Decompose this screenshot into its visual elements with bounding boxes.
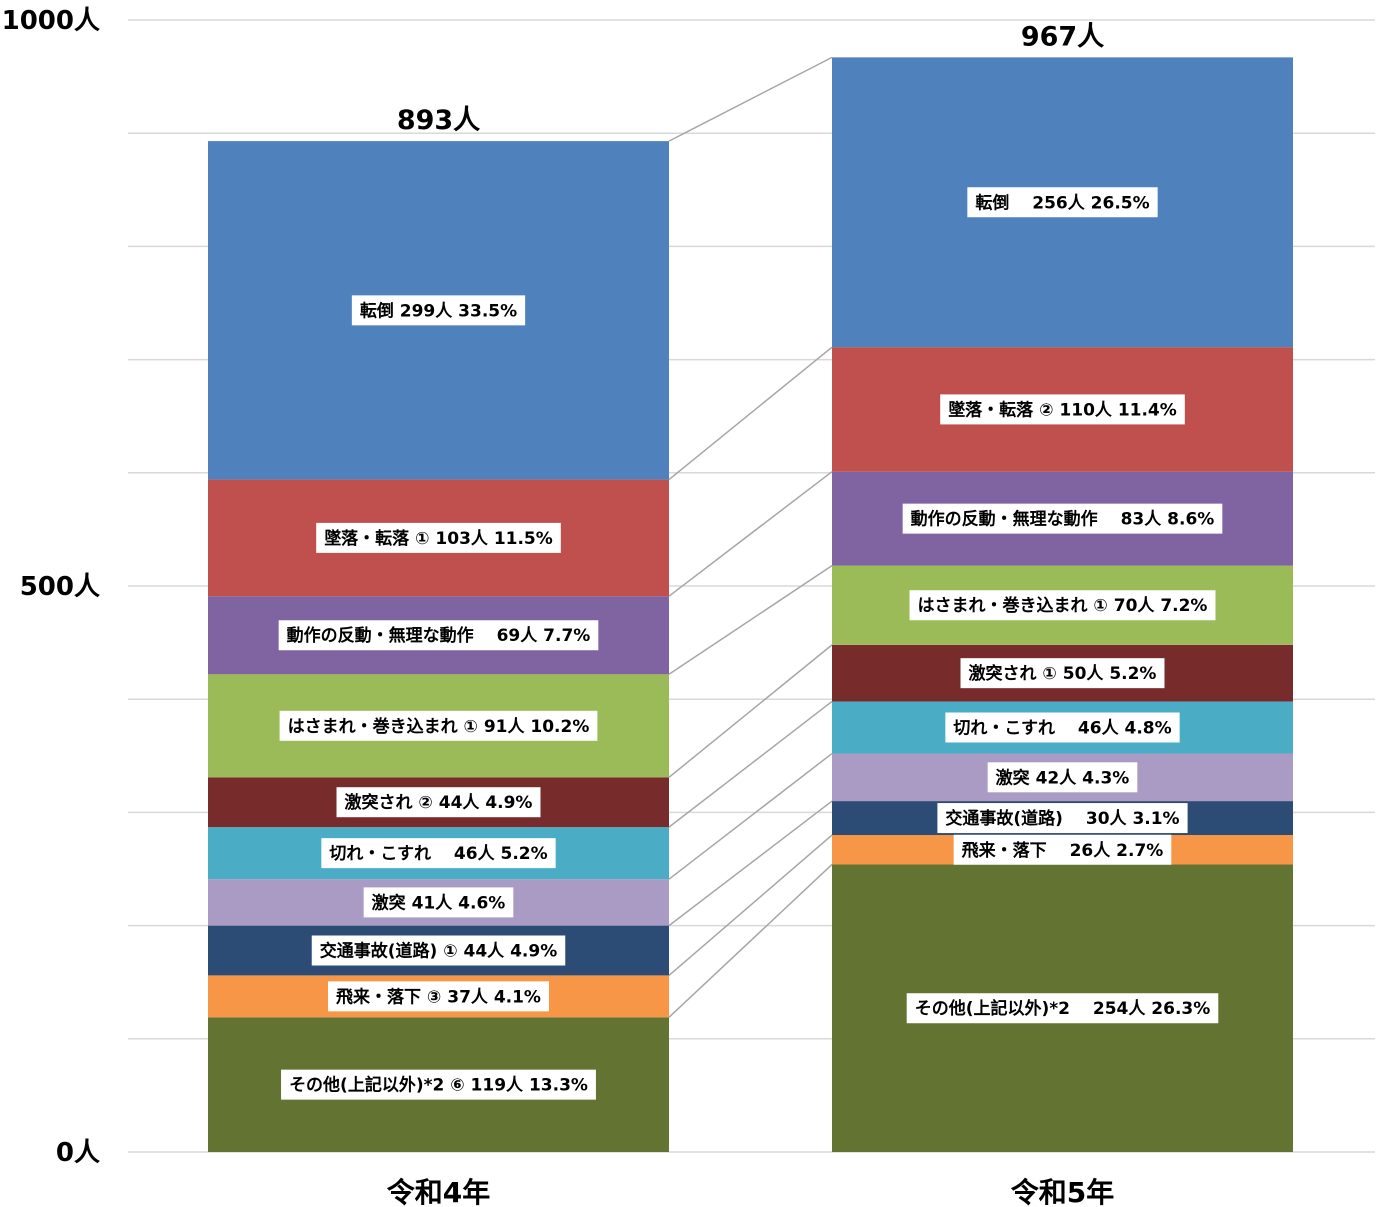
connector-2 [668,800,833,927]
data-label-box [351,295,526,326]
data-label-group: 動作の反動・無理な動作 83人 8.6% [902,503,1223,534]
data-label-box [336,787,541,818]
x-tick-label: 令和4年 [387,1176,490,1207]
data-label: 動作の反動・無理な動作 69人 7.7% [287,625,591,646]
data-label: 切れ・こすれ 46人 5.2% [329,844,547,864]
data-label-group: はさまれ・巻き込まれ ① 91人 10.2% [279,710,598,741]
connector-5 [668,644,833,778]
data-label-box [278,620,599,651]
connector-3 [668,752,833,880]
data-label-group: 動作の反動・無理な動作 69人 7.7% [278,620,599,651]
data-label-box [945,712,1180,743]
data-label-box [316,522,561,553]
data-label: その他(上記以外)*2 ⑥ 119人 13.3% [289,1075,588,1096]
data-label: 飛来・落下 26人 2.7% [961,840,1164,861]
data-label-group: 激突され ② 44人 4.9% [336,787,541,818]
data-label-box [328,981,549,1012]
data-label-group: 激突され ① 50人 5.2% [960,658,1165,689]
data-label-box [281,1069,596,1100]
data-label: 切れ・こすれ 46人 4.8% [953,719,1171,739]
data-label: 動作の反動・無理な動作 83人 8.6% [911,509,1215,530]
y-tick-label: 500人 [20,572,100,602]
data-label-group: 飛来・落下 ③ 37人 4.1% [328,981,549,1012]
data-label-box [960,658,1165,689]
x-tick-label: 令和5年 [1011,1176,1114,1207]
data-label-group: 飛来・落下 26人 2.7% [953,834,1172,865]
data-label: 交通事故(道路) 30人 3.1% [945,808,1179,829]
data-label-group: 切れ・こすれ 46人 4.8% [945,712,1180,743]
total-label: 967人 [1021,21,1104,52]
data-label-group: 転倒 256人 26.5% [967,187,1158,218]
data-label-box [321,838,556,869]
data-label-box [909,590,1216,621]
data-label: 転倒 299人 33.5% [360,300,517,321]
data-label-box [363,887,514,918]
data-label: 激突 42人 4.3% [996,767,1130,788]
total-labels: 893人 967人 [397,21,1104,136]
data-label: 転倒 256人 26.5% [975,192,1149,213]
data-label: 激突され ② 44人 4.9% [345,792,533,813]
data-label: その他(上記以外)*2 254人 26.3% [915,998,1211,1019]
data-label: 飛来・落下 ③ 37人 4.1% [335,986,541,1007]
data-label: 墜落・転落 ① 103人 11.5% [324,528,553,549]
data-label: 激突され ① 50人 5.2% [969,663,1157,684]
x-axis: 令和4年 令和5年 [387,1176,1114,1207]
connector-1 [668,834,833,976]
series-connector-lines [668,56,833,1018]
data-label-group: 墜落・転落 ① 103人 11.5% [316,522,561,553]
y-tick-label: 1000人 [2,6,100,36]
data-label-group: 転倒 299人 33.5% [351,295,526,326]
data-label-group: 激突 41人 4.6% [363,887,514,918]
data-label: はさまれ・巻き込まれ ① 91人 10.2% [288,716,590,737]
data-label-group: はさまれ・巻き込まれ ① 70人 7.2% [909,590,1216,621]
data-label-box [902,503,1223,534]
data-label-group: 交通事故(道路) ① 44人 4.9% [311,935,566,966]
data-label-box [940,394,1185,425]
data-label: 交通事故(道路) ① 44人 4.9% [320,941,558,962]
data-label-group: 切れ・こすれ 46人 5.2% [321,838,556,869]
data-label-box [279,710,598,741]
connector-8 [668,346,833,481]
data-label-box [937,803,1188,834]
data-label-group: その他(上記以外)*2 ⑥ 119人 13.3% [281,1069,596,1100]
data-label-box [311,935,566,966]
data-label-group: 激突 42人 4.3% [987,762,1138,793]
data-label-group: 交通事故(道路) 30人 3.1% [937,803,1188,834]
connector-4 [668,700,833,828]
connector-9 [668,56,833,142]
data-label: 墜落・転落 ② 110人 11.4% [948,399,1177,420]
connector-7 [668,471,833,597]
total-label: 893人 [397,105,480,136]
data-label-group: その他(上記以外)*2 254人 26.3% [906,993,1219,1024]
data-label: はさまれ・巻き込まれ ① 70人 7.2% [918,595,1208,616]
data-label: 激突 41人 4.6% [372,892,506,913]
data-label-box [967,187,1158,218]
y-axis: 0人 500人 1000人 [2,6,100,1168]
data-label-box [953,834,1172,865]
y-tick-label: 0人 [56,1138,100,1168]
data-label-box [906,993,1219,1024]
data-labels: その他(上記以外)*2 ⑥ 119人 13.3% 飛来・落下 ③ 37人 4.1%… [278,187,1223,1100]
data-label-group: 墜落・転落 ② 110人 11.4% [940,394,1185,425]
connector-0 [668,863,833,1018]
connector-6 [668,564,833,675]
data-label-box [987,762,1138,793]
